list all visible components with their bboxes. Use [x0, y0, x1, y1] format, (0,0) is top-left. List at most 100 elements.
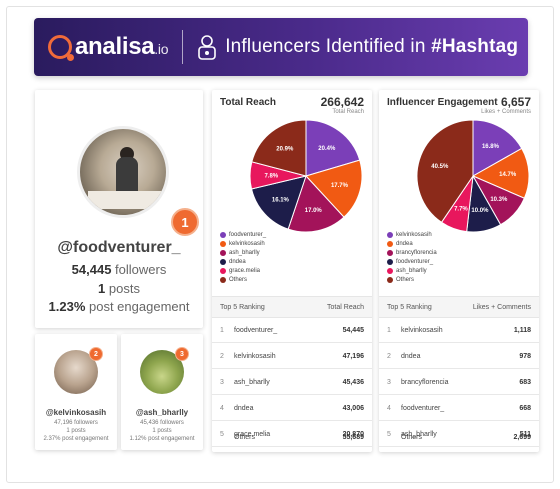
pie-slice-ash-bharlly[interactable] — [287, 175, 345, 233]
chart-total-label: Likes + Comments — [481, 109, 531, 115]
chart-total-label: Total Reach — [332, 109, 364, 115]
legend-label: kelvinkosasih — [396, 231, 432, 238]
legend-item[interactable]: Others — [220, 275, 266, 284]
pie-slice-kelvinkosasih[interactable] — [472, 119, 523, 177]
legend-label: foodventurer_ — [229, 231, 267, 238]
ranking-name: dndea — [401, 353, 421, 360]
ranking-name: foodventurer_ — [401, 405, 445, 412]
ranking-num: 1 — [387, 327, 391, 334]
table-row[interactable]: 3 ash_bharlly 45,436 — [212, 370, 372, 395]
header-divider — [182, 30, 184, 64]
rank-badge: 3 — [175, 347, 189, 361]
ranking-name: ash_bharlly — [234, 379, 270, 386]
ranking-name: dndea — [234, 405, 254, 412]
legend-item[interactable]: Others — [387, 275, 437, 284]
table-row[interactable]: 4 dndea 43,006 — [212, 396, 372, 421]
ranking-num: 4 — [220, 405, 224, 412]
influencer-handle[interactable]: @foodventurer_ — [57, 239, 181, 256]
legend-item[interactable]: foodventurer_ — [387, 257, 437, 266]
legend-label: Others — [396, 276, 415, 283]
table-row[interactable]: 4 foodventurer_ 668 — [379, 396, 539, 421]
legend-item[interactable]: dndea — [387, 239, 437, 248]
pie-chart: 20.4% 17.7% 17.0% 16.1% 7.8% 20.9% — [249, 119, 363, 233]
legend-item[interactable]: ash_bharlly — [220, 248, 266, 257]
others-row: Others 55,689 — [234, 434, 364, 441]
legend-swatch — [220, 231, 226, 238]
legend-item[interactable]: kelvinkosasih — [387, 230, 437, 239]
posts-count: 1 posts — [66, 428, 86, 434]
legend-label: dndea — [396, 240, 413, 247]
pie-slice-label: 7.7% — [454, 207, 468, 213]
pie-slice-label: 20.4% — [318, 146, 336, 152]
legend-item[interactable]: foodventurer_ — [220, 230, 266, 239]
rank-badge: 1 — [171, 208, 199, 236]
pie-slice-kelvinkosasih[interactable] — [305, 159, 363, 218]
ranking-name: kelvinkosasih — [401, 327, 443, 334]
legend-label: dndea — [229, 258, 246, 265]
ranking-header: Top 5 Ranking Total Reach — [212, 296, 372, 318]
legend-swatch — [220, 240, 226, 247]
followers-count: 54,445 followers — [71, 262, 167, 277]
pie-slice-label: 17.7% — [331, 183, 349, 189]
influencer-handle[interactable]: @ash_bharlly — [135, 408, 189, 417]
ranking-num: 1 — [220, 327, 224, 334]
legend-swatch — [220, 276, 226, 283]
page-title: Influencers Identified in #Hashtag — [225, 36, 519, 57]
ranking-val: 47,196 — [342, 353, 364, 360]
pie-slice-label: 40.5% — [431, 164, 449, 170]
posts-count: 1 posts — [152, 428, 172, 434]
table-row[interactable]: 1 foodventurer_ 54,445 — [212, 318, 372, 343]
analisa-logo-icon — [48, 35, 74, 61]
pie-slice-dndea[interactable] — [250, 175, 307, 230]
ranking-num: 2 — [387, 353, 391, 360]
legend-label: ash_bharlly — [396, 267, 427, 274]
ranking-val: 43,006 — [342, 405, 364, 412]
chart-legend: foodventurer_ kelvinkosasih ash_bharlly dnd… — [220, 230, 266, 284]
influencer-card-2[interactable]: 2 @kelvinkosasih 47,196 followers 1 post… — [35, 334, 117, 450]
others-row: Others 2,699 — [401, 434, 531, 441]
pie-slice-dndea[interactable] — [471, 147, 530, 199]
pie-slice-foodventurer-[interactable] — [305, 119, 361, 177]
ranking-name: ash_bharlly — [401, 431, 437, 438]
influencer-card-3[interactable]: 3 @ash_bharlly 45,436 followers 1 posts … — [121, 334, 203, 450]
post-engagement: 2.37% post engagement — [43, 436, 109, 442]
influencer-handle[interactable]: @kelvinkosasih — [45, 408, 107, 417]
table-row[interactable]: 2 dndea 978 — [379, 344, 539, 369]
ranking-num: 5 — [387, 431, 391, 438]
pie-slice-label: 16.1% — [272, 197, 290, 203]
legend-item[interactable]: ash_bharlly — [387, 266, 437, 275]
top-influencer-card[interactable]: 1 @foodventurer_ 54,445 followers 1 post… — [35, 90, 203, 328]
legend-swatch — [387, 231, 393, 238]
table-row[interactable]: 5 ash_bharlly 511 — [379, 422, 539, 447]
legend-item[interactable]: dndea — [220, 257, 266, 266]
pie-slice-label: 7.8% — [264, 174, 278, 180]
brand-logo: analisa.io — [75, 33, 169, 60]
legend-label: grace.melia — [229, 267, 261, 274]
legend-item[interactable]: kelvinkosasih — [220, 239, 266, 248]
pie-slice-others[interactable] — [251, 119, 307, 177]
ranking-num: 3 — [387, 379, 391, 386]
chart-total: 266,642 — [320, 95, 364, 109]
ranking-val: 20,870 — [342, 431, 364, 438]
ranking-val: 978 — [519, 353, 531, 360]
post-engagement: 1.12% post engagement — [129, 436, 195, 442]
table-row[interactable]: 3 brancyflorencia 683 — [379, 370, 539, 395]
legend-label: Others — [229, 276, 248, 283]
header-banner: analisa.io Influencers Identified in #Ha… — [34, 18, 528, 76]
legend-label: kelvinkosasih — [229, 240, 265, 247]
ranking-name: kelvinkosasih — [234, 353, 276, 360]
pie-slice-label: 17.0% — [305, 208, 323, 214]
ranking-val: 683 — [519, 379, 531, 386]
table-row[interactable]: 1 kelvinkosasih 1,118 — [379, 318, 539, 343]
chart-total: 6,657 — [500, 95, 531, 109]
pie-slice-label: 10.0% — [471, 208, 489, 214]
pie-slice-label: 10.3% — [490, 197, 508, 203]
table-row[interactable]: 2 kelvinkosasih 47,196 — [212, 344, 372, 369]
legend-swatch — [387, 267, 393, 274]
legend-item[interactable]: grace.melia — [220, 266, 266, 275]
ranking-val: 668 — [519, 405, 531, 412]
legend-item[interactable]: brancyflorencia — [387, 248, 437, 257]
legend-swatch — [220, 267, 226, 274]
pie-slice-others[interactable] — [416, 119, 474, 224]
table-row[interactable]: 5 grace.melia 20,870 — [212, 422, 372, 447]
